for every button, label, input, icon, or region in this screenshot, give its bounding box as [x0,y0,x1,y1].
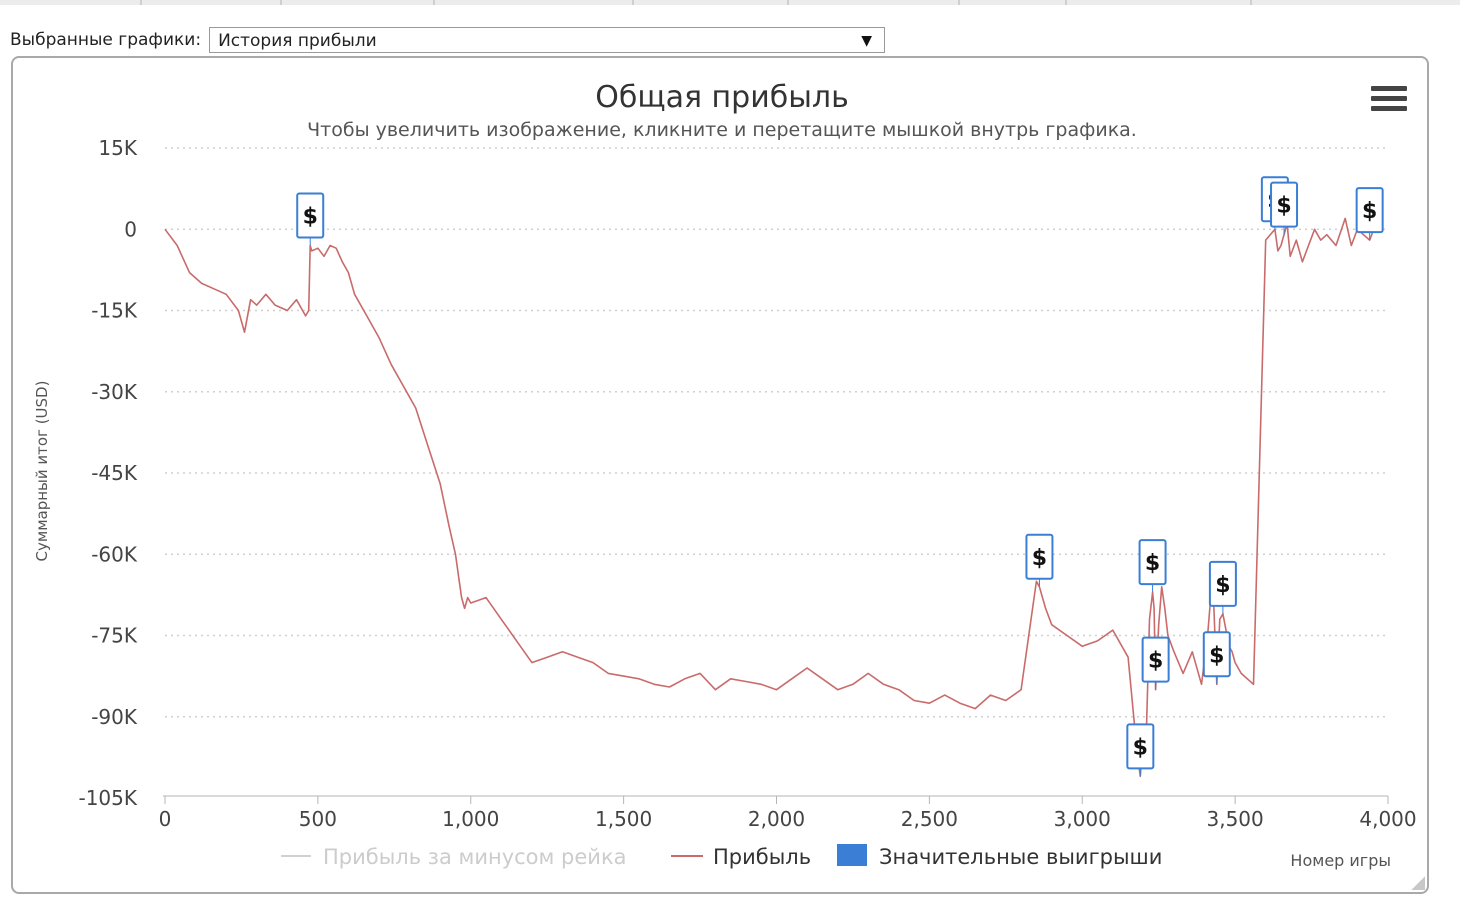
x-tick-label: 2,500 [901,807,958,831]
flag-box [1141,636,1170,683]
tab-divider [140,0,142,5]
x-tick-label: 500 [299,807,337,831]
legend-item-significant-wins[interactable]: Значительные выигрыши [837,844,1162,869]
dollar-flag-icon[interactable]: $ [1025,533,1054,587]
tab-divider [787,0,789,5]
x-axis-ticks: 0 500 1,000 1,500 2,000 2,500 3,000 3,500 4,000 [159,796,1417,831]
tab-divider [632,0,634,5]
dollar-flag-icon[interactable]: $ [1270,181,1299,235]
flag-box [1202,631,1231,678]
x-tick-label: 3,500 [1206,807,1263,831]
flag-label: $ [303,205,318,230]
flag-box [1126,723,1155,770]
menu-bar [1371,106,1407,111]
y-axis-ticks: 15K 0 -15K -30K -45K -60K -75K -90K -105K [78,136,137,810]
chart-selector-label: Выбранные графики: [10,30,202,50]
flag-box [1270,181,1299,228]
flag-box [1138,539,1167,586]
flag-box [1025,533,1054,580]
chart-title: Общая прибыль [595,80,849,115]
legend-label-rake-profit: Прибыль за минусом рейка [323,845,627,869]
significant-wins-flags[interactable]: $$$$$$$$$$ [296,176,1384,777]
legend-item-profit[interactable]: Прибыль [671,845,811,869]
flag-label: $ [1133,735,1148,760]
dollar-flag-icon[interactable]: $ [1141,636,1170,690]
x-tick-label: 4,000 [1359,807,1416,831]
flag-label: $ [1209,643,1224,668]
x-tick-label: 3,000 [1054,807,1111,831]
dollar-flag-icon[interactable]: $ [1126,723,1155,777]
dollar-flag-icon[interactable]: $ [1208,560,1237,614]
x-tick-label: 2,000 [748,807,805,831]
tab-divider [433,0,435,5]
tab-divider [1065,0,1067,5]
legend-flag-swatch [837,844,867,866]
flag-label: $ [1362,199,1377,224]
y-tick-label: -105K [78,786,137,810]
flag-label: $ [1215,573,1230,598]
dollar-flag-icon[interactable]: $ [1355,187,1384,241]
dollar-flag-icon[interactable]: $ [1202,631,1231,685]
y-axis-title: Суммарный итог (USD) [33,381,51,562]
chart-selector-row: Выбранные графики: История прибыли ▼ [10,26,886,54]
y-tick-label: -45K [91,461,138,485]
y-tick-label: 15K [98,136,137,160]
series-layer [164,217,1383,778]
flag-label: $ [1032,546,1047,571]
legend-item-rake-profit[interactable]: Прибыль за минусом рейка [281,845,627,869]
y-tick-label: -60K [91,542,138,566]
tab-divider [958,0,960,5]
flag-box [1355,187,1384,234]
resize-handle[interactable] [1411,876,1425,890]
legend-label-significant-wins: Значительные выигрыши [879,845,1162,869]
series-line-profit[interactable] [164,217,1383,778]
chart-subtitle: Чтобы увеличить изображение, кликните и … [307,119,1137,141]
hamburger-menu-icon[interactable] [1371,86,1407,111]
legend: Прибыль за минусом рейка Прибыль Значите… [281,844,1162,869]
x-tick-label: 0 [159,807,172,831]
flag-label: $ [1276,194,1291,219]
x-axis-title: Номер игры [1290,851,1391,870]
dollar-flag-icon[interactable]: $ [1138,539,1167,593]
flag-box [1208,560,1237,607]
y-tick-label: -75K [91,624,138,648]
tab-divider [1250,0,1252,5]
flag-label: $ [1148,649,1163,674]
profit-chart[interactable]: 15K 0 -15K -30K -45K -60K -75K -90K -105K 0 500 1,… [13,58,1427,892]
chevron-down-icon[interactable]: ▼ [861,33,873,49]
tab-strip [0,0,1460,5]
y-tick-label: -30K [91,380,138,404]
x-tick-label: 1,000 [442,807,499,831]
legend-label-profit: Прибыль [713,845,811,869]
y-tick-label: -15K [91,299,138,323]
menu-bar [1371,86,1407,91]
y-tick-label: 0 [124,217,137,241]
x-tick-label: 1,500 [595,807,652,831]
tab-divider [280,0,282,5]
chart-panel: 15K 0 -15K -30K -45K -60K -75K -90K -105K 0 500 1,… [11,56,1429,894]
chart-selector-value: История прибыли [218,31,377,51]
dollar-flag-icon[interactable]: $ [296,192,325,246]
menu-bar [1371,96,1407,101]
chart-selector-dropdown[interactable]: История прибыли ▼ [209,27,886,53]
flag-label: $ [1145,551,1160,576]
y-tick-label: -90K [91,705,138,729]
flag-box [296,192,325,239]
